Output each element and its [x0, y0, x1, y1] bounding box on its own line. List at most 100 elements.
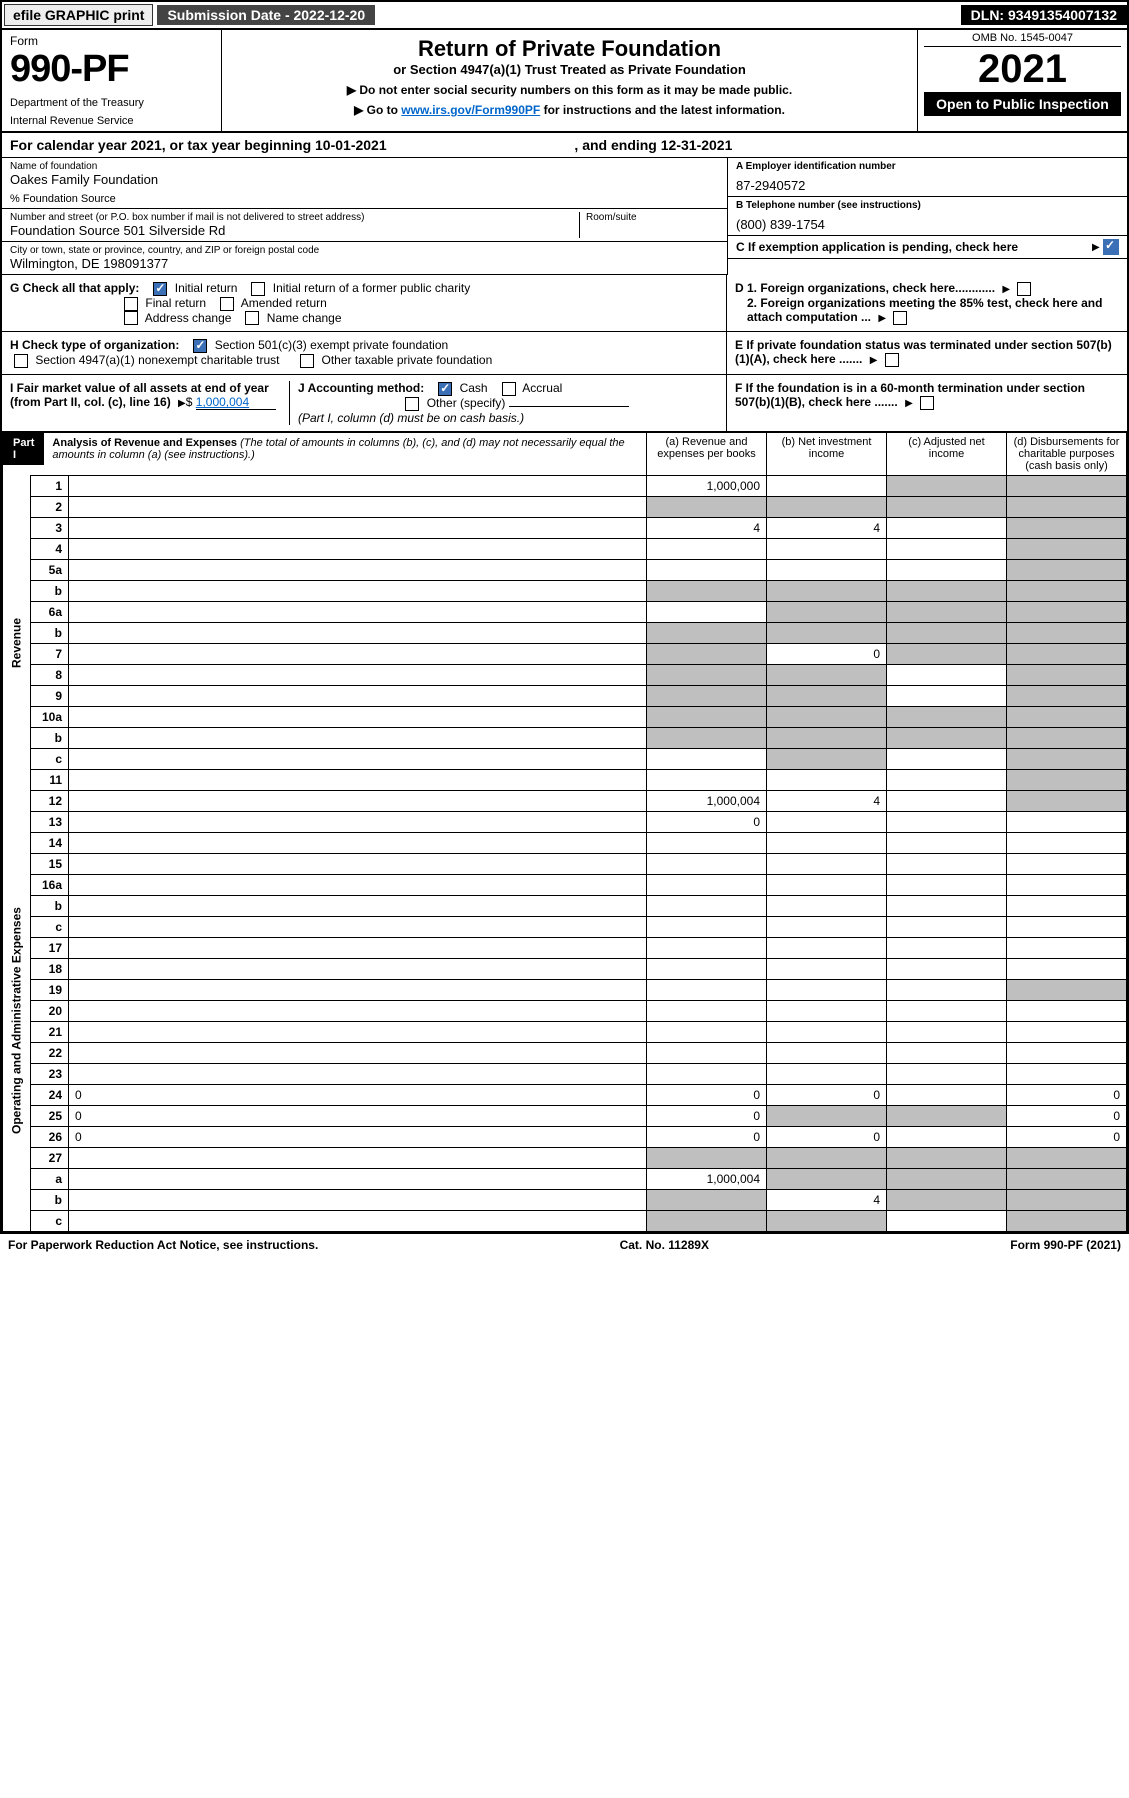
- other-taxable-checkbox[interactable]: [300, 354, 314, 368]
- line-description: [69, 622, 647, 643]
- col-c-header: (c) Adjusted net income: [887, 432, 1007, 475]
- line-description: [69, 685, 647, 706]
- line-description: [69, 517, 647, 538]
- value-cell-b: [767, 685, 887, 706]
- value-cell-d: [1007, 790, 1127, 811]
- value-cell-a: [647, 538, 767, 559]
- line-description: 0: [69, 1084, 647, 1105]
- cal-pre: For calendar year 2021, or tax year begi…: [10, 137, 315, 153]
- value-cell-b: [767, 706, 887, 727]
- s501c3-checkbox[interactable]: [193, 339, 207, 353]
- initial-return-checkbox[interactable]: [153, 282, 167, 296]
- name-change-checkbox[interactable]: [245, 311, 259, 325]
- part1-title: Analysis of Revenue and Expenses: [52, 437, 237, 449]
- e-checkbox[interactable]: [885, 353, 899, 367]
- value-cell-b: 0: [767, 1126, 887, 1147]
- value-cell-c: [887, 1021, 1007, 1042]
- line-number: 6a: [31, 601, 69, 622]
- table-row: 16a: [3, 874, 1127, 895]
- line-description: [69, 538, 647, 559]
- line-description: [69, 895, 647, 916]
- value-cell-c: [887, 1042, 1007, 1063]
- address-change-checkbox[interactable]: [124, 311, 138, 325]
- line-number: 5a: [31, 559, 69, 580]
- cal-mid: , and ending: [574, 137, 660, 153]
- value-cell-a: 0: [647, 1105, 767, 1126]
- table-row: Operating and Administrative Expenses130: [3, 811, 1127, 832]
- value-cell-a: [647, 643, 767, 664]
- line-number: 12: [31, 790, 69, 811]
- pending-cell: C If exemption application is pending, c…: [728, 236, 1127, 259]
- initial-former-checkbox[interactable]: [251, 282, 265, 296]
- ein-cell: A Employer identification number 87-2940…: [728, 158, 1127, 197]
- table-row: 23: [3, 1063, 1127, 1084]
- f-checkbox[interactable]: [920, 396, 934, 410]
- value-cell-b: [767, 853, 887, 874]
- line-number: b: [31, 895, 69, 916]
- table-row: 22: [3, 1042, 1127, 1063]
- value-cell-b: [767, 832, 887, 853]
- value-cell-b: [767, 1063, 887, 1084]
- value-cell-c: [887, 1189, 1007, 1210]
- value-cell-c: [887, 622, 1007, 643]
- amended-return-checkbox[interactable]: [220, 297, 234, 311]
- value-cell-a: [647, 706, 767, 727]
- value-cell-b: [767, 1147, 887, 1168]
- table-row: b: [3, 580, 1127, 601]
- value-cell-b: [767, 1105, 887, 1126]
- cash-checkbox[interactable]: [438, 382, 452, 396]
- col-a-header: (a) Revenue and expenses per books: [647, 432, 767, 475]
- s4947-checkbox[interactable]: [14, 354, 28, 368]
- d2-label: 2. Foreign organizations meeting the 85%…: [747, 296, 1102, 324]
- value-cell-d: [1007, 559, 1127, 580]
- accrual-checkbox[interactable]: [502, 382, 516, 396]
- table-row: 4: [3, 538, 1127, 559]
- header-right: OMB No. 1545-0047 2021 Open to Public In…: [917, 30, 1127, 131]
- value-cell-a: 0: [647, 1084, 767, 1105]
- table-row: 27: [3, 1147, 1127, 1168]
- line-description: [69, 748, 647, 769]
- value-cell-d: [1007, 664, 1127, 685]
- value-cell-d: [1007, 853, 1127, 874]
- value-cell-b: [767, 979, 887, 1000]
- value-cell-d: [1007, 580, 1127, 601]
- value-cell-d: [1007, 1063, 1127, 1084]
- e-label: E If private foundation status was termi…: [735, 338, 1112, 366]
- table-row: 260000: [3, 1126, 1127, 1147]
- value-cell-c: [887, 580, 1007, 601]
- value-cell-a: 0: [647, 1126, 767, 1147]
- line-number: 3: [31, 517, 69, 538]
- value-cell-d: 0: [1007, 1105, 1127, 1126]
- value-cell-d: [1007, 643, 1127, 664]
- irs-label: Internal Revenue Service: [10, 115, 213, 127]
- efile-print-button[interactable]: efile GRAPHIC print: [4, 4, 153, 26]
- line-description: [69, 1210, 647, 1231]
- value-cell-c: [887, 895, 1007, 916]
- value-cell-a: [647, 979, 767, 1000]
- line-number: 14: [31, 832, 69, 853]
- value-cell-c: [887, 727, 1007, 748]
- table-row: 121,000,0044: [3, 790, 1127, 811]
- value-cell-d: [1007, 958, 1127, 979]
- col-d-header: (d) Disbursements for charitable purpose…: [1007, 432, 1127, 475]
- table-row: 21: [3, 1021, 1127, 1042]
- value-cell-d: [1007, 601, 1127, 622]
- line-description: [69, 580, 647, 601]
- pending-checkbox[interactable]: [1103, 239, 1119, 255]
- d1-checkbox[interactable]: [1017, 282, 1031, 296]
- final-return-checkbox[interactable]: [124, 297, 138, 311]
- d2-checkbox[interactable]: [893, 311, 907, 325]
- line-number: 25: [31, 1105, 69, 1126]
- fmv-value[interactable]: 1,000,004: [196, 395, 276, 410]
- irs-link[interactable]: www.irs.gov/Form990PF: [401, 103, 540, 117]
- value-cell-c: [887, 706, 1007, 727]
- other-method-checkbox[interactable]: [405, 397, 419, 411]
- value-cell-b: [767, 1021, 887, 1042]
- header-middle: Return of Private Foundation or Section …: [222, 30, 917, 131]
- value-cell-b: [767, 559, 887, 580]
- line-description: 0: [69, 1126, 647, 1147]
- value-cell-c: [887, 559, 1007, 580]
- value-cell-d: [1007, 706, 1127, 727]
- table-row: b: [3, 895, 1127, 916]
- value-cell-b: [767, 937, 887, 958]
